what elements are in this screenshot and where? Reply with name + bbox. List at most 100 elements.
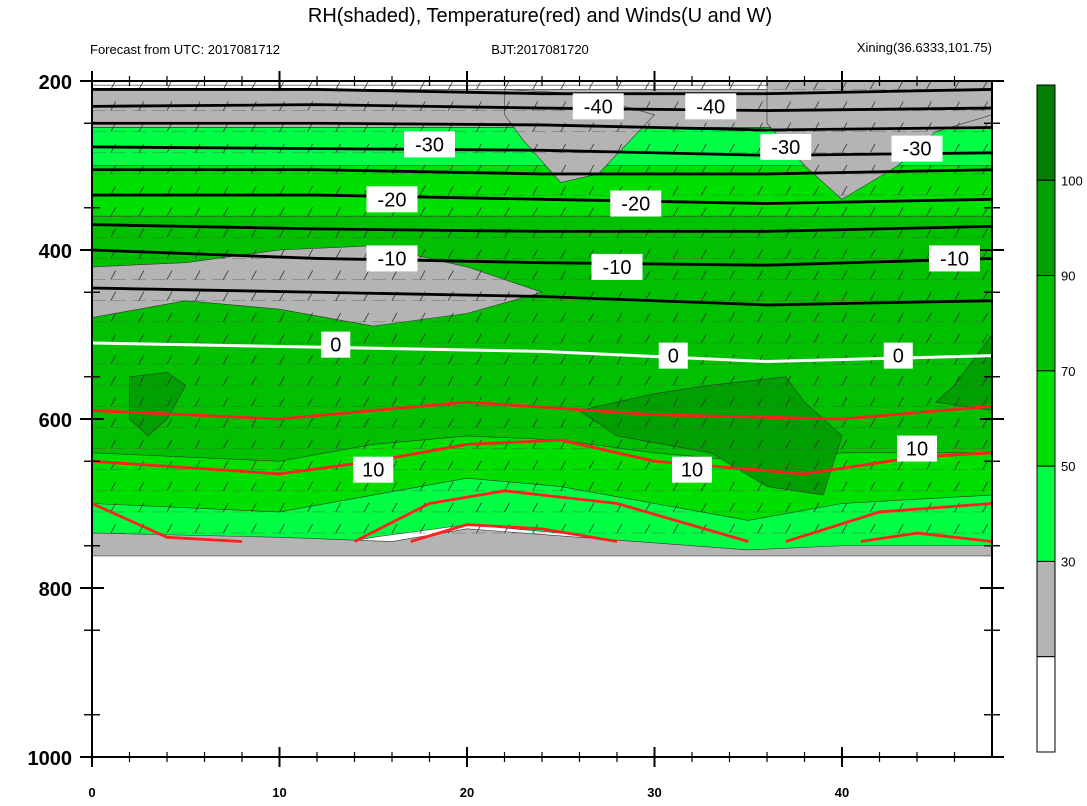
wind-barb (532, 228, 538, 238)
wind-barb (222, 354, 229, 365)
wind-barb (701, 185, 707, 196)
wind-barb (729, 207, 735, 217)
wind-barb (222, 333, 229, 344)
temperature-contour-10 (353, 489, 749, 543)
wind-barb (672, 185, 679, 196)
wind-barb (588, 185, 595, 196)
wind-barb (194, 418, 201, 428)
wind-barb (166, 502, 173, 513)
wind-barb (447, 185, 454, 196)
wind-barb (335, 481, 342, 492)
wind-barb (785, 523, 792, 534)
wind-barb (813, 376, 820, 386)
wind-barb (701, 164, 707, 175)
wind-barb (307, 312, 313, 323)
wind-barb (419, 185, 426, 196)
wind-barb (813, 207, 820, 217)
wind-barb (926, 207, 932, 217)
wind-barb (729, 439, 735, 449)
wind-barb (110, 185, 117, 196)
wind-barb (110, 228, 117, 238)
wind-barb (841, 291, 848, 301)
wind-barb (504, 354, 510, 365)
wind-barb (222, 439, 229, 449)
wind-barb (813, 249, 820, 259)
wind-barb (110, 397, 117, 407)
wind-barb (279, 312, 285, 323)
wind-barb (729, 185, 735, 196)
wind-barb (813, 502, 820, 513)
y-tick-label: 200 (39, 72, 72, 94)
rh-high-patch-2 (935, 333, 992, 411)
wind-barb (757, 523, 763, 534)
wind-barb (476, 249, 482, 259)
wind-barb (532, 502, 538, 513)
wind-barb (335, 439, 342, 449)
wind-barb (419, 354, 426, 365)
wind-barb (926, 523, 932, 534)
wind-barb (616, 439, 623, 449)
wind-barb (841, 270, 848, 280)
wind-barb (447, 354, 454, 365)
wind-barb (532, 270, 538, 280)
wind-barb (926, 418, 932, 428)
wind-barb (785, 460, 792, 470)
wind-barb (138, 312, 145, 323)
wind-barb (110, 270, 117, 280)
wind-barb (785, 291, 792, 301)
wind-barb (560, 418, 567, 428)
wind-barb (138, 439, 145, 449)
wind-barb (110, 418, 117, 428)
contour-label-background (366, 245, 418, 272)
wind-barb (504, 270, 510, 280)
wind-barb (954, 397, 960, 407)
wind-barb (926, 460, 932, 470)
wind-barb (391, 481, 398, 492)
wind-barb (982, 228, 988, 238)
wind-barb (307, 270, 313, 280)
wind-barb (279, 207, 285, 217)
wind-barb (785, 397, 792, 407)
wind-barb (251, 397, 257, 407)
wind-barb (588, 397, 595, 407)
wind-barb (110, 376, 117, 386)
wind-barb (644, 312, 651, 323)
wind-barb (672, 502, 679, 513)
contour-label: 10 (362, 460, 384, 482)
wind-barb (672, 523, 679, 534)
wind-barb (897, 207, 904, 217)
wind-barb (757, 312, 763, 323)
wind-barb (251, 439, 257, 449)
wind-barb (926, 291, 932, 301)
wind-barb (110, 502, 117, 513)
wind-barb (279, 354, 285, 365)
wind-barb (982, 185, 988, 196)
wind-barb (644, 228, 651, 238)
wind-barb (813, 481, 820, 492)
temperature-contour-0 (92, 341, 992, 364)
wind-barb (476, 481, 482, 492)
wind-barb (138, 502, 145, 513)
wind-barb (588, 207, 595, 217)
wind-barb (869, 270, 876, 280)
temperature-contour--40 (92, 103, 992, 112)
wind-barb (841, 481, 848, 492)
wind-barb (335, 207, 342, 217)
wind-barb (222, 207, 229, 217)
wind-barb (926, 270, 932, 280)
wind-barb (785, 185, 792, 196)
wind-barb (757, 460, 763, 470)
wind-barb (166, 312, 173, 323)
wind-barb (279, 460, 285, 470)
wind-barb (616, 354, 623, 365)
x-tick-label: 0 (88, 785, 95, 800)
location-label: Xining(36.6333,101.75) (857, 40, 992, 55)
wind-barb (813, 439, 820, 449)
wind-barb (897, 291, 904, 301)
wind-barb (672, 418, 679, 428)
wind-barb (251, 228, 257, 238)
wind-barb (588, 228, 595, 238)
wind-barb (813, 333, 820, 344)
colorbar-label: 70 (1061, 364, 1075, 379)
